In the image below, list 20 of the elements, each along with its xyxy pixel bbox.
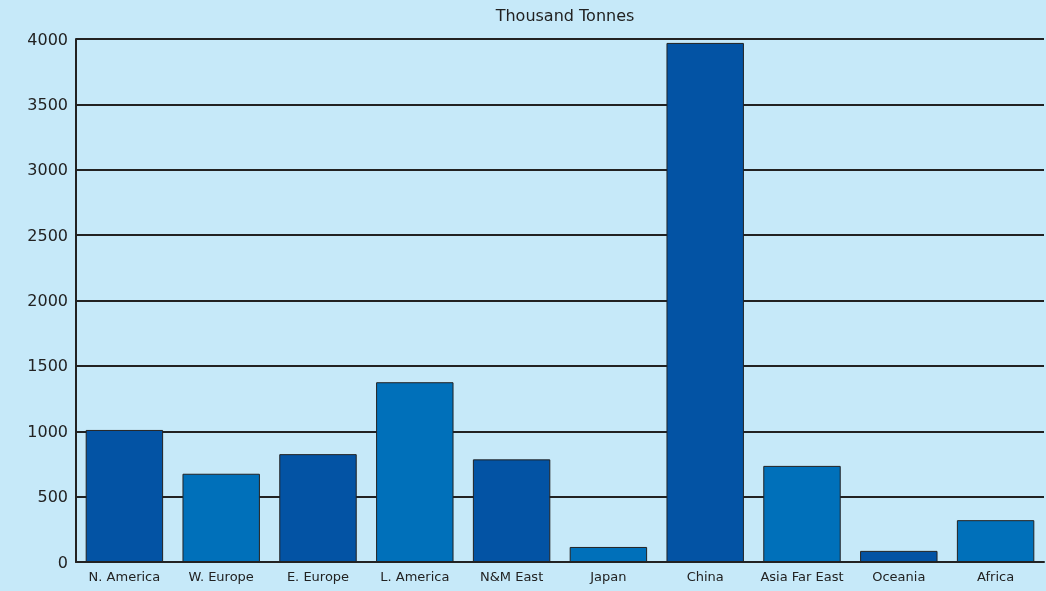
x-tick-label: Asia Far East	[760, 569, 844, 584]
x-tick-label: N&M East	[479, 569, 544, 584]
y-tick-label: 3500	[27, 94, 68, 114]
x-tick-label: N. America	[88, 569, 161, 584]
y-tick-label: 2000	[27, 291, 68, 310]
chart-title: Thousand Tonnes	[494, 5, 635, 25]
y-tick-label: 1000	[27, 421, 68, 441]
x-tick-label: E. Europe	[286, 569, 350, 584]
y-tick-label: 4000	[27, 29, 68, 49]
x-tick-label: Africa	[977, 569, 1015, 584]
x-tick-label: China	[686, 569, 724, 584]
y-tick-label: 500	[37, 487, 68, 507]
y-tick-label: 0	[57, 552, 68, 572]
y-tick-label: 3000	[27, 160, 68, 180]
y-tick-label: 1500	[27, 356, 68, 376]
y-tick-label: 2500	[27, 225, 68, 245]
x-tick-label: W. Europe	[188, 569, 254, 584]
x-tick-label: Japan	[589, 569, 627, 584]
x-tick-label: Oceania	[872, 569, 926, 584]
x-tick-label: L. America	[380, 569, 450, 584]
